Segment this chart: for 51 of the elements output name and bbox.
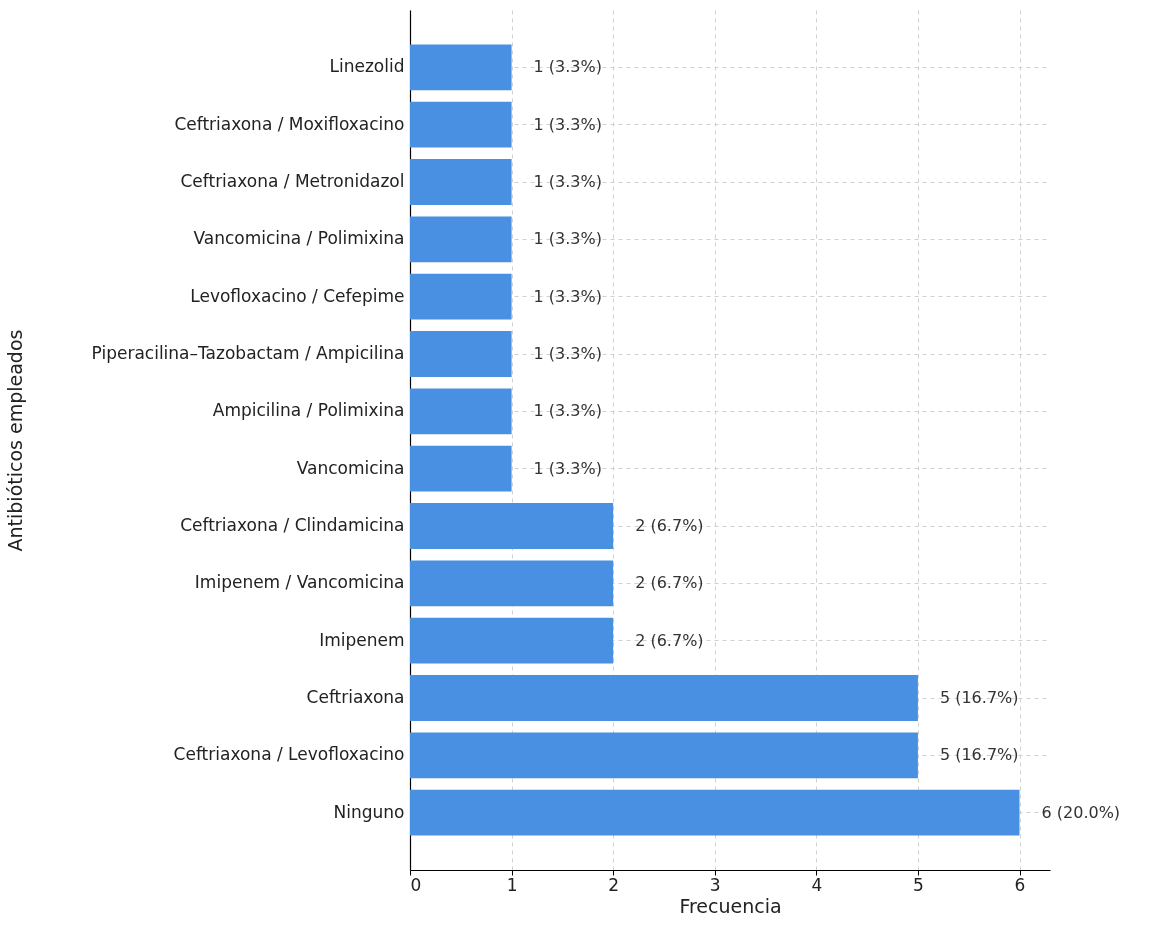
- y-tick-label: Imipenem / Vancomicina: [194, 572, 405, 593]
- x-axis-title: Frecuencia: [679, 894, 782, 917]
- data-label: 1 (3.3%): [533, 458, 602, 478]
- x-tick-label: 2: [608, 874, 620, 895]
- bar: [410, 101, 512, 148]
- bar: [410, 331, 512, 377]
- data-label: 1 (3.3%): [533, 344, 602, 363]
- data-label: 1 (3.3%): [533, 57, 602, 77]
- data-label: 2 (6.7%): [635, 630, 704, 650]
- bar: [410, 445, 512, 492]
- bar: [410, 503, 614, 549]
- y-tick-label: Ninguno: [333, 801, 405, 822]
- y-tick-label: Ceftriaxona / Levofloxacino: [173, 744, 405, 765]
- bar: [410, 273, 512, 320]
- x-tick-label: 6: [1014, 874, 1026, 895]
- x-tick-label: 4: [811, 874, 823, 895]
- x-tick-label: 1: [506, 874, 518, 895]
- bar: [410, 675, 918, 721]
- data-label: 1 (3.3%): [533, 401, 602, 421]
- data-label: 1 (3.3%): [533, 172, 602, 191]
- x-tick-label: 5: [913, 874, 924, 895]
- y-tick-label: Piperacilina–Tazobactam / Ampicilina: [91, 343, 405, 363]
- bar: [410, 560, 614, 607]
- data-label: 1 (3.3%): [533, 286, 602, 306]
- y-tick-label: Ampicilina / Polimixina: [212, 400, 405, 421]
- y-tick-label: Ceftriaxona / Clindamicina: [180, 515, 405, 535]
- y-tick-label: Imipenem: [319, 629, 405, 650]
- bar: [410, 159, 512, 205]
- bar: [410, 617, 614, 664]
- y-tick-label: Vancomicina: [296, 457, 405, 478]
- data-label: 2 (6.7%): [635, 573, 704, 593]
- y-tick-label: Vancomicina / Polimixina: [193, 228, 405, 249]
- data-label: 1 (3.3%): [533, 229, 602, 249]
- bar: [410, 388, 512, 435]
- data-label: 6 (20.0%): [1041, 802, 1121, 822]
- y-tick-label: Ceftriaxona: [306, 687, 405, 707]
- y-tick-label: Linezolid: [329, 56, 405, 77]
- y-tick-label: Levofloxacino / Cefepime: [190, 285, 405, 306]
- x-tick-label: 0: [410, 874, 422, 895]
- bar: [410, 44, 512, 91]
- bar: [410, 216, 512, 263]
- data-label: 5 (16.7%): [939, 688, 1019, 707]
- data-label: 2 (6.7%): [635, 516, 704, 535]
- y-axis-title: Antibióticos empleados: [3, 329, 26, 552]
- x-tick-label: 3: [709, 874, 721, 895]
- data-label: 5 (16.7%): [939, 745, 1019, 765]
- bar: [410, 789, 1020, 836]
- data-label: 1 (3.3%): [533, 114, 602, 134]
- bar: [410, 732, 918, 779]
- y-tick-label: Ceftriaxona / Metronidazol: [180, 171, 405, 191]
- y-tick-label: Ceftriaxona / Moxifloxacino: [174, 113, 405, 134]
